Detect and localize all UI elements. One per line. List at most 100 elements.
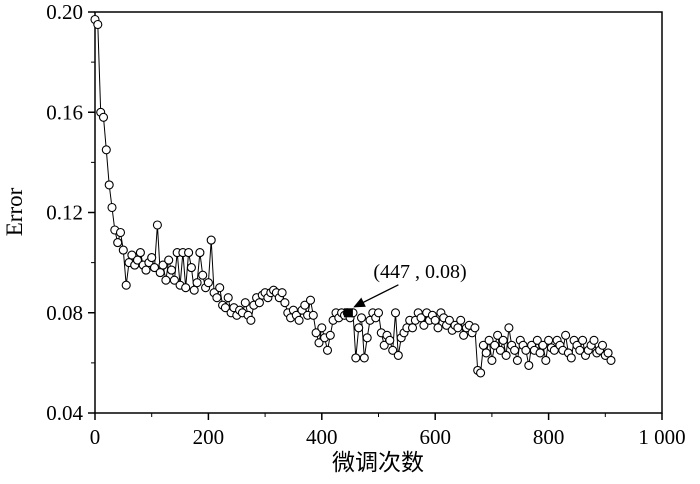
data-point-marker bbox=[314, 338, 324, 348]
data-point-marker bbox=[487, 355, 497, 365]
x-tick-label: 800 bbox=[533, 425, 565, 449]
data-point-marker bbox=[240, 298, 250, 308]
data-point-marker bbox=[212, 293, 222, 303]
data-point-marker bbox=[351, 353, 361, 363]
data-point-marker bbox=[325, 330, 335, 340]
data-point-marker bbox=[184, 248, 194, 258]
data-point-marker bbox=[215, 283, 225, 293]
data-point-marker bbox=[430, 315, 440, 325]
y-tick-label: 0.04 bbox=[46, 401, 83, 425]
data-point-marker bbox=[544, 335, 554, 345]
data-point-marker bbox=[141, 265, 151, 275]
data-point-marker bbox=[393, 350, 403, 360]
data-point-marker bbox=[135, 248, 145, 258]
data-point-marker bbox=[107, 202, 117, 213]
data-point-marker bbox=[164, 255, 174, 265]
x-axis-ticks: 0 200 400 600 800 1 000 bbox=[90, 413, 686, 449]
data-point-marker bbox=[203, 278, 213, 288]
data-point-marker bbox=[541, 355, 551, 365]
data-point-marker bbox=[195, 248, 205, 258]
data-point-marker bbox=[305, 295, 316, 305]
data-point-marker bbox=[294, 315, 304, 325]
data-point-marker bbox=[589, 335, 599, 345]
data-point-marker bbox=[98, 112, 109, 122]
data-point-marker bbox=[433, 323, 443, 333]
data-point-marker bbox=[181, 283, 191, 293]
y-tick-label: 0.20 bbox=[46, 0, 83, 24]
data-point-marker bbox=[158, 260, 168, 270]
data-point-marker bbox=[407, 323, 418, 333]
data-point-marker bbox=[280, 298, 290, 308]
data-point-marker bbox=[524, 360, 534, 370]
x-axis-label: 微调次数 bbox=[332, 450, 424, 475]
y-tick-label: 0.08 bbox=[46, 301, 83, 325]
annotation-marker-square bbox=[343, 308, 353, 318]
data-point-marker bbox=[379, 340, 389, 350]
annotation-arrow bbox=[353, 284, 399, 308]
data-point-marker bbox=[113, 238, 123, 248]
annotation-group: (447 , 0.08) bbox=[343, 261, 467, 318]
data-point-marker bbox=[495, 345, 505, 355]
y-tick-label: 0.16 bbox=[46, 100, 83, 124]
data-point-marker bbox=[308, 310, 318, 320]
data-point-marker bbox=[192, 278, 202, 288]
data-point-marker bbox=[498, 335, 508, 345]
data-point-marker bbox=[532, 335, 542, 345]
data-point-marker bbox=[362, 333, 372, 343]
data-point-marker bbox=[189, 285, 199, 295]
data-point-marker bbox=[223, 293, 233, 303]
data-point-marker bbox=[597, 340, 608, 350]
data-point-marker bbox=[101, 145, 111, 155]
data-point-marker bbox=[478, 340, 488, 350]
data-point-marker bbox=[470, 323, 480, 333]
data-point-marker bbox=[147, 253, 157, 263]
data-point-marker bbox=[121, 280, 131, 290]
data-point-marker bbox=[493, 330, 503, 340]
data-point-marker bbox=[311, 328, 321, 338]
data-point-marker bbox=[481, 348, 491, 358]
data-point-marker bbox=[504, 323, 514, 333]
data-point-marker bbox=[578, 335, 588, 345]
data-point-marker bbox=[512, 355, 522, 365]
data-point-marker bbox=[127, 250, 137, 260]
data-point-marker bbox=[444, 315, 454, 325]
data-point-marker bbox=[104, 180, 114, 190]
data-point-marker bbox=[149, 263, 160, 273]
data-point-marker bbox=[300, 300, 310, 310]
data-point-marker bbox=[93, 19, 103, 30]
data-point-marker bbox=[390, 308, 401, 318]
data-point-marker bbox=[246, 315, 256, 325]
data-point-marker bbox=[456, 315, 466, 325]
data-point-marker bbox=[490, 340, 500, 350]
data-point-marker bbox=[606, 355, 616, 365]
data-point-marker bbox=[166, 265, 177, 275]
data-point-marker bbox=[198, 270, 208, 280]
data-point-marker bbox=[155, 268, 165, 278]
data-point-marker bbox=[538, 340, 548, 350]
data-point-marker bbox=[501, 350, 511, 360]
data-point-marker bbox=[322, 345, 333, 355]
data-point-marker bbox=[359, 353, 369, 363]
data-point-marker bbox=[277, 288, 287, 298]
data-point-marker bbox=[419, 320, 429, 330]
y-axis-ticks: 0.04 0.08 0.12 0.16 0.20 bbox=[46, 0, 95, 425]
x-tick-label: 1 000 bbox=[638, 425, 685, 449]
data-point-marker bbox=[561, 330, 571, 340]
data-point-marker bbox=[169, 275, 179, 285]
data-point-marker bbox=[354, 323, 364, 333]
data-point-marker bbox=[453, 323, 463, 333]
data-point-marker bbox=[388, 345, 398, 355]
data-point-marker bbox=[254, 298, 264, 308]
data-point-marker bbox=[373, 308, 384, 318]
data-series bbox=[90, 14, 616, 378]
data-point-marker bbox=[206, 235, 216, 245]
data-point-marker bbox=[317, 323, 327, 333]
data-point-marker bbox=[385, 335, 395, 345]
y-axis-label: Error bbox=[2, 187, 27, 236]
data-point-marker bbox=[186, 263, 196, 273]
data-point-marker bbox=[476, 368, 486, 378]
data-point-marker bbox=[535, 348, 545, 358]
data-point-marker bbox=[603, 348, 613, 358]
